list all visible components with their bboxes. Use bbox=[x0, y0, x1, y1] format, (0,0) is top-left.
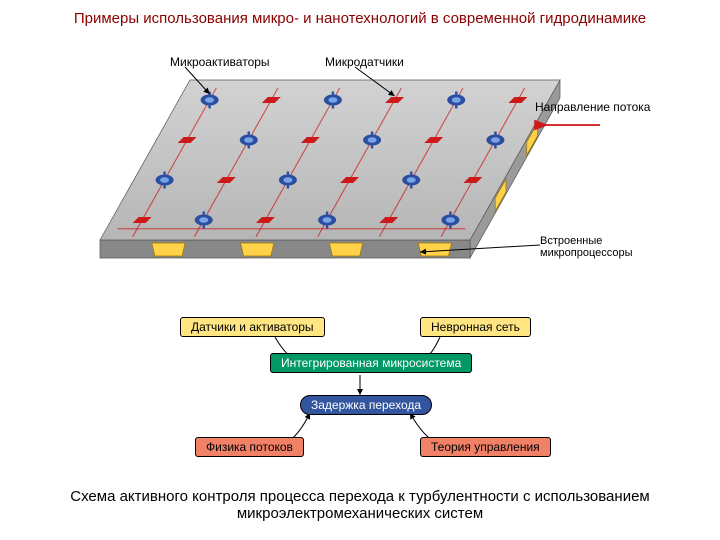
box-delay: Задержка перехода bbox=[300, 395, 432, 415]
caption: Схема активного контроля процесса перехо… bbox=[45, 488, 675, 522]
label-builtin: Встроенные микропроцессоры bbox=[540, 235, 633, 259]
label-microactuators: Микроактиваторы bbox=[170, 55, 270, 69]
box-neural-net: Невронная сеть bbox=[420, 317, 531, 337]
flowchart: Датчики и активаторы Невронная сеть Инте… bbox=[0, 315, 720, 475]
box-control: Теория управления bbox=[420, 437, 551, 457]
box-microsystem: Интегрированная микросистема bbox=[270, 353, 472, 373]
label-microsensors: Микродатчики bbox=[325, 55, 404, 69]
box-physics: Физика потоков bbox=[195, 437, 304, 457]
slab-diagram bbox=[60, 45, 660, 315]
box-sensors-actuators: Датчики и активаторы bbox=[180, 317, 325, 337]
page-title: Примеры использования микро- и нанотехно… bbox=[45, 10, 675, 27]
label-flowdir: Направление потока bbox=[535, 100, 650, 114]
